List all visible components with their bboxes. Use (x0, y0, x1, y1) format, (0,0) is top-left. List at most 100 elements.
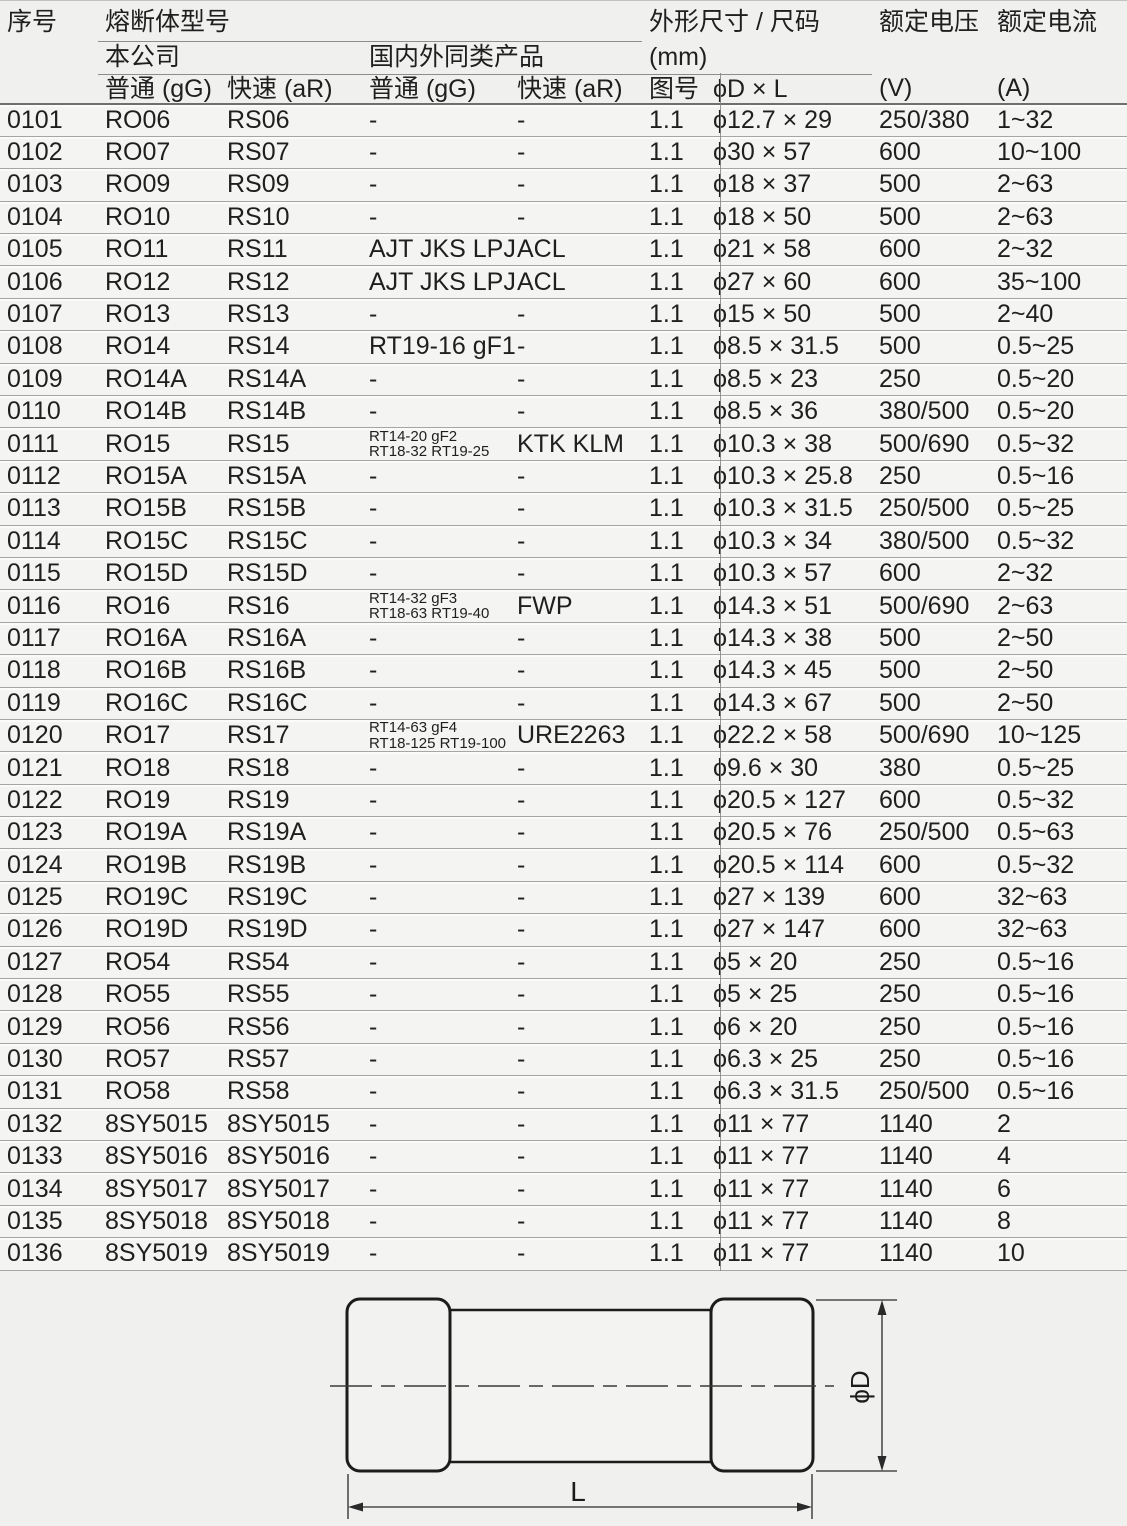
cell-company-gg: RO14 (98, 330, 220, 364)
cell-dimensions: ϕ10.3 × 31.5 (706, 492, 873, 526)
cell-voltage: 250 (872, 460, 991, 494)
cell-current: 0.5~32 (990, 784, 1127, 818)
cell-company-gg: RO19 (98, 784, 220, 818)
header-similar-ar: 快速 (aR) (510, 74, 643, 105)
table-header: 序号 熔断体型号 外形尺寸 / 尺码 额定电压 额定电流 本公司 国内外同类产品… (0, 3, 1127, 105)
length-arrow-left (348, 1502, 363, 1512)
cell-serial: 0131 (0, 1075, 98, 1109)
cell-company-ar: RS11 (220, 233, 362, 267)
cell-dimensions: ϕ10.3 × 38 (706, 427, 873, 461)
cell-figure-no: 1.1 (642, 460, 707, 494)
cell-figure-no: 1.1 (642, 654, 707, 688)
cell-company-ar: RS14A (220, 363, 362, 397)
cell-similar-gg: - (362, 946, 510, 980)
cell-current: 2~63 (990, 201, 1127, 235)
table-row: 0126 RO19D RS19D - -1.1 ϕ27 × 147 600 32~63 (0, 913, 1127, 947)
header-company-ar: 快速 (aR) (220, 74, 362, 105)
cell-company-gg: RO19D (98, 913, 220, 947)
cell-voltage: 250/500 (872, 492, 991, 526)
cell-voltage: 600 (872, 848, 991, 882)
cell-similar-gg: - (362, 751, 510, 785)
cell-voltage: 600 (872, 784, 991, 818)
cell-serial: 0104 (0, 201, 98, 235)
table-row: 0125 RO19C RS19C - -1.1 ϕ27 × 139 600 32~63 (0, 881, 1127, 915)
cell-company-gg: RO19A (98, 816, 220, 850)
cell-dimensions: ϕ14.3 × 51 (706, 589, 873, 623)
cell-serial: 0106 (0, 265, 98, 299)
cell-serial: 0105 (0, 233, 98, 267)
cell-similar-gg: - (362, 687, 510, 720)
cell-similar-ar: - (510, 622, 643, 656)
cell-company-gg: RO14B (98, 395, 220, 429)
header-figure-no: 图号 (642, 74, 707, 105)
cell-figure-no: 1.1 (642, 1172, 707, 1206)
header-group-similar-products: 国内外同类产品 (362, 41, 643, 75)
cell-serial: 0111 (0, 427, 98, 461)
cell-current: 0.5~16 (990, 946, 1127, 980)
cell-dimensions: ϕ6.3 × 25 (706, 1043, 873, 1077)
cell-voltage: 500 (872, 622, 991, 656)
cell-dimensions: ϕ20.5 × 114 (706, 848, 873, 882)
cell-figure-no: 1.1 (642, 946, 707, 980)
cell-current: 4 (990, 1140, 1127, 1174)
cell-dimensions: ϕ15 × 50 (706, 298, 873, 332)
cell-dimensions: ϕ5 × 25 (706, 978, 873, 1012)
cell-figure-no: 1.1 (642, 492, 707, 526)
cell-serial: 0133 (0, 1140, 98, 1174)
cell-current: 2~63 (990, 589, 1127, 623)
header-serial: 序号 (7, 7, 58, 36)
table-row: 0118 RO16B RS16B - -1.1 ϕ14.3 × 45 500 2~50 (0, 654, 1127, 688)
table-row: 0117 RO16A RS16A - -1.1 ϕ14.3 × 38 500 2~50 (0, 622, 1127, 656)
cell-company-ar: RS19A (220, 816, 362, 850)
cell-current: 0.5~32 (990, 848, 1127, 882)
cell-company-ar: RS19D (220, 913, 362, 947)
table-row: 0107 RO13 RS13- -1.1 ϕ15 × 50 500 2~40 (0, 298, 1127, 332)
table-row: 0116 RO16 RS16 RT14-32 gF3 RT18-63 RT19-40 F… (0, 589, 1127, 623)
cell-similar-gg: - (362, 136, 510, 170)
cell-similar-gg: - (362, 978, 510, 1012)
cell-similar-ar: - (510, 363, 643, 397)
cell-company-gg: 8SY5015 (98, 1108, 220, 1142)
cell-voltage: 500 (872, 298, 991, 332)
cell-dimensions: ϕ22.2 × 58 (706, 719, 873, 753)
table-row: 0113 RO15B RS15B - -1.1 ϕ10.3 × 31.5 250/500 0.… (0, 492, 1127, 526)
cell-current: 32~63 (990, 881, 1127, 915)
cell-figure-no: 1.1 (642, 1108, 707, 1142)
cell-similar-gg: - (362, 848, 510, 882)
cell-serial: 0132 (0, 1108, 98, 1142)
cell-company-ar: 8SY5017 (220, 1172, 362, 1206)
cell-similar-ar: - (510, 201, 643, 235)
cell-company-gg: RO19B (98, 848, 220, 882)
cell-similar-ar: - (510, 1205, 643, 1239)
fuse-outline-drawing: ϕD L (330, 1297, 897, 1519)
cell-serial: 0101 (0, 104, 98, 137)
cell-company-ar: RS18 (220, 751, 362, 785)
cell-serial: 0127 (0, 946, 98, 980)
cell-company-ar: RS06 (220, 104, 362, 137)
cell-voltage: 380 (872, 751, 991, 785)
cell-similar-ar: - (510, 104, 643, 137)
table-row: 0136 8SY5019 8SY5019- -1.1 ϕ11 × 77 1140 10 (0, 1237, 1127, 1271)
cell-current: 2 (990, 1108, 1127, 1142)
cell-similar-ar: - (510, 881, 643, 915)
cell-company-gg: RO13 (98, 298, 220, 332)
cell-dimensions: ϕ11 × 77 (706, 1237, 873, 1271)
cell-company-ar: RS16 (220, 589, 362, 623)
cell-company-gg: RO16C (98, 687, 220, 720)
header-similar-gg: 普通 (gG) (362, 74, 510, 105)
header-group-dimensions: 外形尺寸 / 尺码 (649, 7, 820, 36)
diameter-extension-lines (816, 1299, 897, 1472)
cell-serial: 0107 (0, 298, 98, 332)
cell-voltage: 500 (872, 168, 991, 202)
length-arrow-right (797, 1502, 812, 1512)
cell-company-gg: 8SY5018 (98, 1205, 220, 1239)
cell-figure-no: 1.1 (642, 1140, 707, 1174)
cell-dimensions: ϕ8.5 × 36 (706, 395, 873, 429)
cell-serial: 0120 (0, 719, 98, 753)
cell-similar-gg: RT19-16 gF1 (362, 330, 516, 364)
cell-company-ar: 8SY5018 (220, 1205, 362, 1239)
cell-company-gg: RO17 (98, 719, 220, 753)
cell-company-gg: RO56 (98, 1010, 220, 1044)
table-row: 0111 RO15 RS15 RT14-20 gF2 RT18-32 RT19-25 K… (0, 427, 1127, 461)
